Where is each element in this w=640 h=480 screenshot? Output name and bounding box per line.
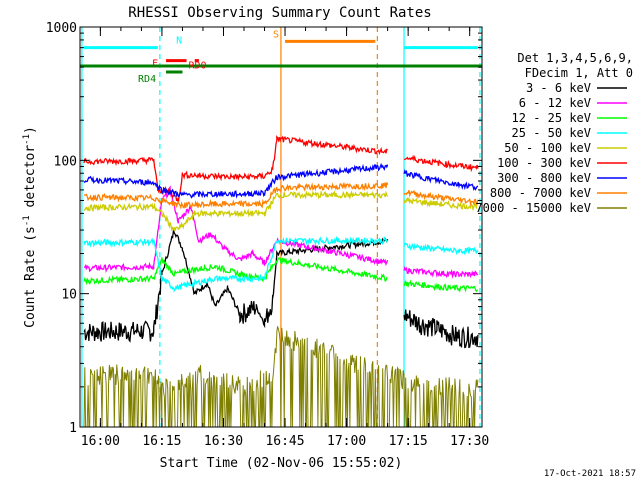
legend: Det 1,3,4,5,6,9, FDecim 1, Att 0 3 - 6 k… xyxy=(475,51,633,215)
y-axis-label-part: detector xyxy=(23,145,38,216)
legend-entry-label: 3 - 6 keV xyxy=(526,81,591,95)
x-tick-label: 16:45 xyxy=(265,434,304,449)
y-axis-label-part: ) xyxy=(23,126,38,134)
series-line xyxy=(83,185,479,279)
series-line xyxy=(83,326,479,428)
series-line xyxy=(83,181,479,211)
x-axis: 16:00 16:15 16:30 16:45 17:00 17:15 17:30 xyxy=(81,27,489,449)
chart-title: RHESSI Observing Summary Count Rates xyxy=(128,5,431,21)
legend-entry-label: 7000 - 15000 keV xyxy=(475,201,591,215)
plot-frame xyxy=(79,26,483,428)
y-tick-label: 1 xyxy=(69,421,77,436)
legend-header-line: FDecim 1, Att 0 xyxy=(525,66,633,80)
marker-label: F xyxy=(152,59,158,70)
legend-entry-label: 25 - 50 keV xyxy=(512,126,591,140)
x-tick-label: 17:00 xyxy=(327,434,366,449)
legend-entry-label: 100 - 300 keV xyxy=(497,156,591,170)
series-line xyxy=(83,229,479,349)
legend-entry-label: 6 - 12 keV xyxy=(519,96,591,110)
x-tick-label: 16:00 xyxy=(81,434,120,449)
x-axis-label: Start Time (02-Nov-06 15:55:02) xyxy=(160,456,403,471)
y-axis-label-sup: -1 xyxy=(22,134,32,145)
y-axis: 1 10 100 1000 xyxy=(46,21,482,436)
y-tick-label: 10 xyxy=(61,288,77,303)
x-tick-label: 16:30 xyxy=(204,434,243,449)
series-line xyxy=(83,235,479,293)
y-axis-label-sup: -1 xyxy=(22,215,32,226)
series-line xyxy=(83,134,479,203)
marker-label: S xyxy=(273,29,279,40)
plot-area: N F RD0 RD4 S xyxy=(80,27,482,428)
y-tick-label: 100 xyxy=(54,154,77,169)
series-line xyxy=(83,257,478,293)
legend-entry-label: 300 - 800 keV xyxy=(497,171,591,185)
x-tick-label: 17:30 xyxy=(450,434,489,449)
marker-label: RD0 xyxy=(188,61,206,72)
x-tick-label: 16:15 xyxy=(142,434,181,449)
legend-entry-label: 800 - 7000 keV xyxy=(490,186,591,200)
y-axis-label-part: Count Rate (s xyxy=(23,226,38,328)
y-tick-label: 1000 xyxy=(46,21,77,36)
legend-entry-label: 50 - 100 keV xyxy=(504,141,591,155)
series-line xyxy=(83,189,478,232)
series-line xyxy=(83,162,479,199)
legend-header-line: Det 1,3,4,5,6,9, xyxy=(517,51,633,65)
footer-timestamp: 17-Oct-2021 18:57 xyxy=(544,469,636,479)
marker-label: RD4 xyxy=(138,74,156,85)
legend-entry-label: 12 - 25 keV xyxy=(512,111,591,125)
x-tick-label: 17:15 xyxy=(389,434,428,449)
y-axis-label: Count Rate (s-1 detector-1) xyxy=(22,126,38,328)
marker-label: N xyxy=(176,36,182,47)
